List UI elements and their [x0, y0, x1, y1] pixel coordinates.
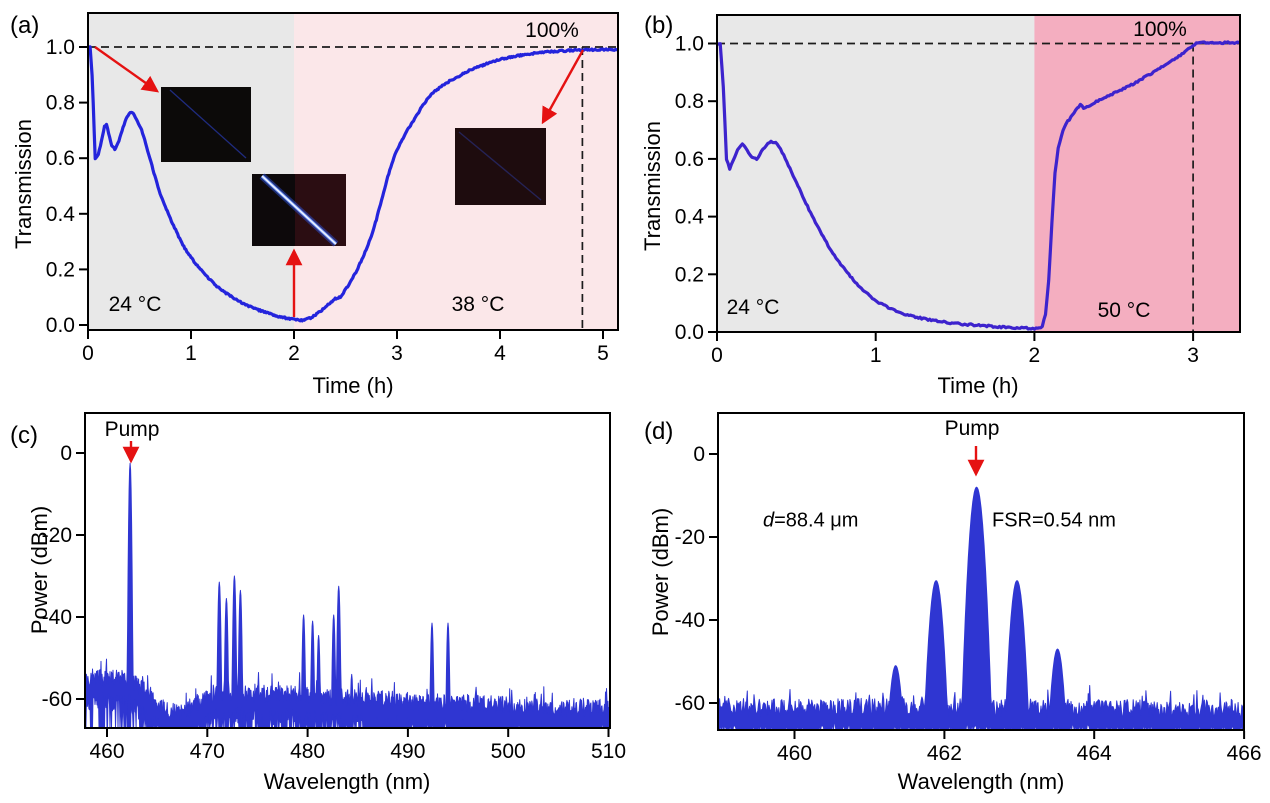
panel-d-letter: (d)	[644, 418, 674, 445]
panel-d-x-tick-label: 464	[1077, 742, 1112, 765]
panel-c-x-tick-label: 460	[89, 740, 124, 763]
panel-c-spectrum-trace	[85, 462, 610, 728]
panel-c-y-tick-label: -60	[42, 688, 72, 711]
panel-c-pump-label: Pump	[104, 418, 160, 441]
panel-d-y-tick-label: 0	[693, 443, 705, 466]
fiber-photo-dark	[161, 87, 251, 162]
panel-d-x-tick-label: 460	[777, 742, 812, 765]
panel-c-x-tick-label: 500	[491, 740, 526, 763]
panel-a-y-axis-label: Transmission	[11, 119, 36, 249]
panel-c-y-tick-label: -40	[42, 606, 72, 629]
panel-b-x-axis-label: Time (h)	[937, 373, 1019, 398]
panel-a-100pct-label: 100%	[525, 19, 579, 42]
panel-a-letter: (a)	[10, 12, 40, 39]
panel-b-y-tick-label: 0.4	[675, 206, 705, 229]
panel-c-letter: (c)	[10, 422, 38, 449]
panel-d-y-tick-label: -40	[675, 609, 705, 632]
panel-c-x-tick-label: 480	[290, 740, 325, 763]
panel-d-pump-label: Pump	[944, 417, 1000, 440]
panel-a-transmission-curve	[88, 45, 618, 323]
panel-a-x-tick-label: 0	[82, 342, 94, 365]
panel-b-letter: (b)	[644, 12, 674, 39]
panel-b-region-1	[1034, 15, 1240, 332]
panel-d-y-tick-label: -60	[675, 692, 705, 715]
panel-c-x-tick-label: 490	[390, 740, 425, 763]
panel-c-frame	[84, 412, 611, 729]
panel-a-y-tick-label: 0.8	[46, 92, 75, 115]
panel-a-x-tick-label: 5	[597, 342, 609, 365]
panel-d-y-tick-label: -20	[675, 526, 705, 549]
panel-a-y-tick-label: 0.4	[46, 203, 76, 226]
panel-a-x-tick-label: 3	[391, 342, 403, 365]
panel-b-x-tick-label: 3	[1187, 344, 1199, 367]
panel-b-temp-right-label: 50 °C	[1097, 299, 1151, 322]
panel-a-arrow-to-inset-3	[541, 49, 585, 125]
panel-a-region-0	[88, 13, 294, 330]
panel-c-x-axis-label: Wavelength (nm)	[263, 769, 431, 794]
panel-a-temp-left-label: 24 °C	[108, 293, 162, 316]
panel-a-y-tick-label: 0.0	[46, 314, 75, 337]
panel-a-y-tick-label: 0.6	[46, 147, 75, 170]
panel-d-y-axis-label: Power (dBm)	[648, 507, 673, 637]
panel-d-frame	[717, 412, 1245, 731]
fiber-photo-dim-red	[455, 128, 546, 205]
diameter-variable: d	[763, 509, 775, 532]
panel-a-temp-right-label: 38 °C	[451, 293, 505, 316]
panel-d-diameter-annotation: d=88.4 μm	[763, 510, 858, 533]
fiber-photo-bright-line	[252, 173, 346, 247]
panel-a-y-tick-label: 0.2	[46, 258, 75, 281]
panel-d-x-axis-label: Wavelength (nm)	[897, 769, 1065, 794]
panel-b-frame	[716, 14, 1241, 333]
panel-b-x-tick-label: 2	[1029, 344, 1041, 367]
panel-b-y-tick-label: 0.8	[675, 90, 704, 113]
panel-c-y-axis-label: Power (dBm)	[27, 505, 52, 635]
panel-a-x-tick-label: 1	[185, 342, 197, 365]
panel-a-frame	[87, 12, 619, 331]
panel-b-x-tick-label: 1	[870, 344, 882, 367]
diameter-value: =88.4 μm	[774, 509, 859, 532]
panel-a-x-tick-label: 4	[494, 342, 506, 365]
panel-a-x-axis-label: Time (h)	[312, 373, 394, 398]
panel-c-y-tick-label: -20	[42, 524, 72, 547]
panel-b-100pct-label: 100%	[1133, 18, 1187, 41]
panel-b-transmission-curve	[717, 40, 1240, 331]
panel-b-temp-left-label: 24 °C	[726, 296, 780, 319]
panel-b-y-axis-label: Transmission	[640, 121, 665, 251]
panel-d-fsr-annotation: FSR=0.54 nm	[992, 509, 1116, 532]
panel-c-x-tick-label: 470	[190, 740, 225, 763]
panel-d-x-tick-label: 466	[1227, 742, 1262, 765]
panel-c-x-tick-label: 510	[591, 740, 626, 763]
panel-b-y-tick-label: 0.6	[675, 148, 704, 171]
panel-b-y-tick-label: 0.2	[675, 263, 704, 286]
panel-b-x-tick-label: 0	[711, 344, 723, 367]
panel-b-y-tick-label: 0.0	[675, 321, 704, 344]
panel-a-y-tick-label: 1.0	[46, 36, 75, 59]
panel-a-x-tick-label: 2	[288, 342, 300, 365]
panel-c-y-tick-label: 0	[60, 442, 72, 465]
panel-b-region-0	[717, 15, 1035, 332]
panel-b-y-tick-label: 1.0	[675, 33, 704, 56]
panel-d-x-tick-label: 462	[927, 742, 962, 765]
panel-a-arrow-to-inset-1	[94, 46, 160, 93]
